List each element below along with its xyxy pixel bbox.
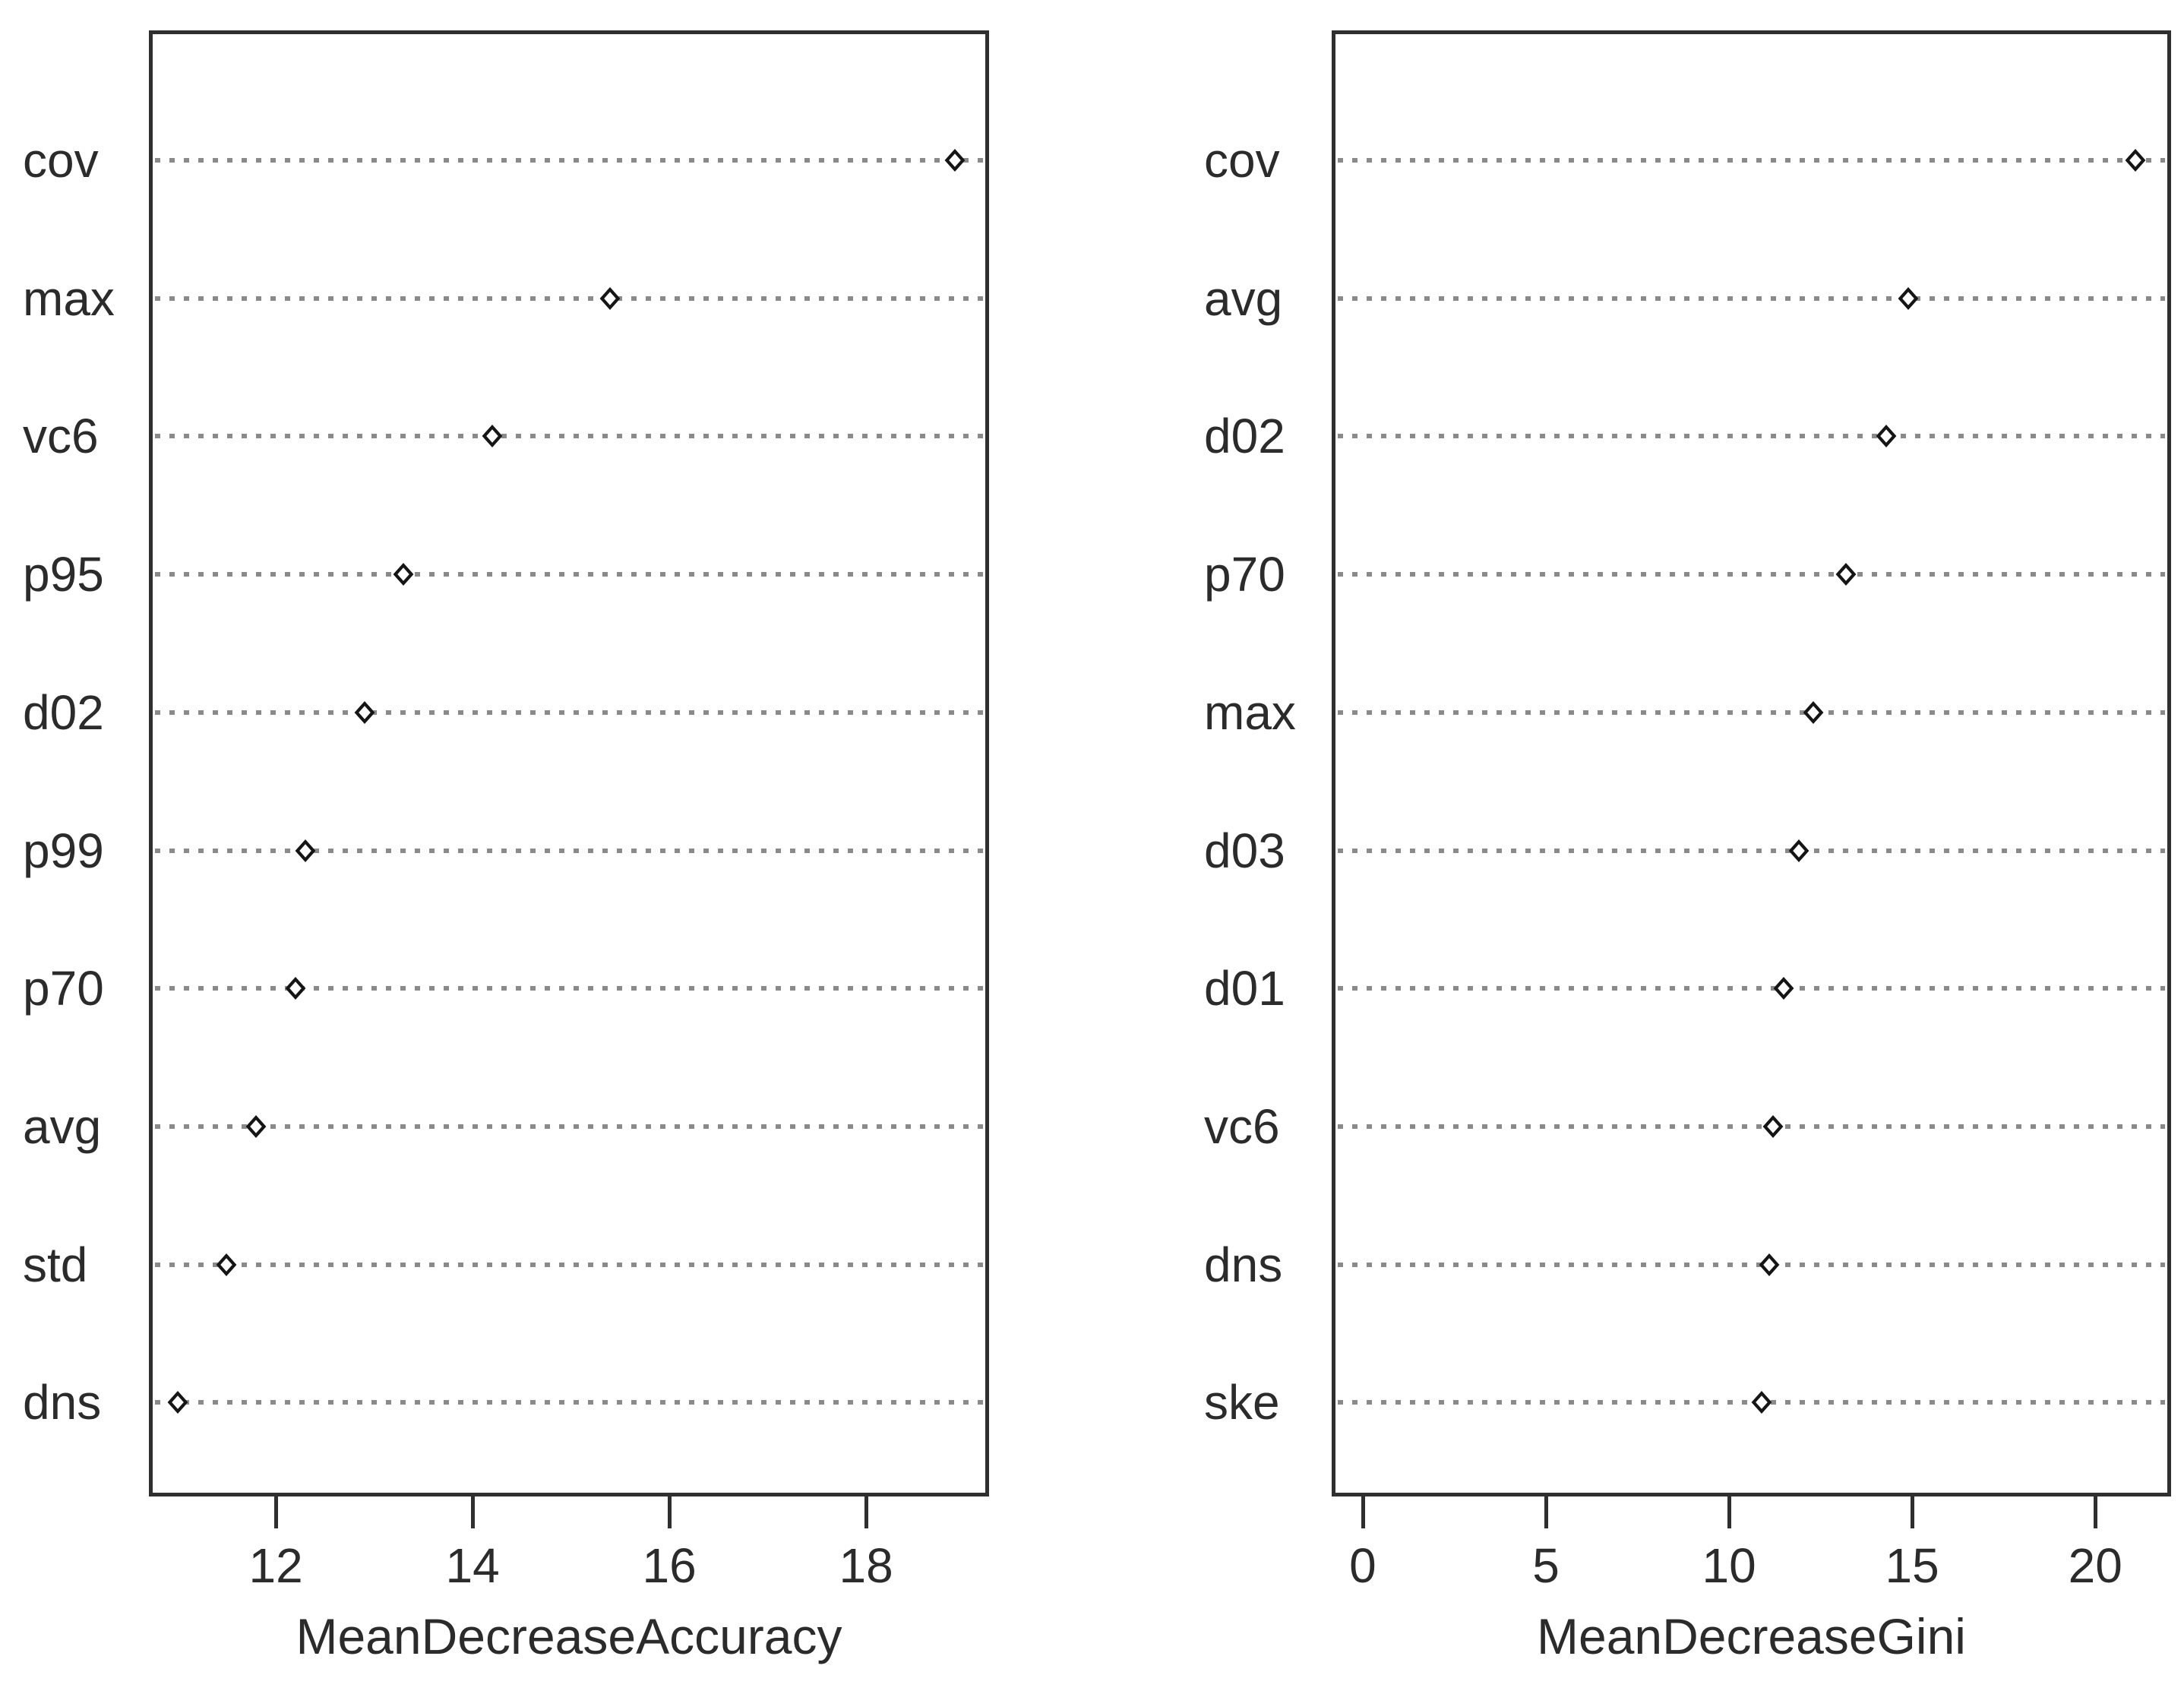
y-axis-label: p70 [23,961,104,1016]
x-axis-title-gini: MeanDecreaseGini [1537,1608,1966,1664]
x-axis-tick-label: 5 [1532,1538,1560,1593]
y-axis-label: vc6 [23,409,99,464]
x-axis-title-accuracy: MeanDecreaseAccuracy [296,1608,842,1664]
x-axis-tick [1911,1496,1915,1528]
x-axis-tick-label: 12 [248,1538,303,1593]
dotted-gridline [1338,848,2165,853]
y-axis-label: ske [1204,1375,1280,1430]
y-axis-label: avg [1204,270,1283,326]
y-axis-label: d02 [1204,409,1285,464]
y-axis-label: std [23,1237,88,1292]
y-axis-label: dns [23,1375,102,1430]
x-axis-tick [668,1496,672,1528]
dotted-gridline [155,986,983,991]
dotted-gridline [155,1262,983,1267]
y-axis-label: max [23,270,115,326]
dotted-gridline [1338,296,2165,301]
x-axis-tick-label: 14 [445,1538,500,1593]
x-axis-tick [864,1496,869,1528]
x-axis-tick-label: 16 [642,1538,697,1593]
plot-area-accuracy [149,30,989,1496]
y-axis-label: d01 [1204,961,1285,1016]
x-axis-tick [471,1496,476,1528]
dotted-gridline [155,1124,983,1130]
dotted-gridline [155,710,983,715]
x-axis-tick-label: 0 [1349,1538,1376,1593]
x-axis-tick [1544,1496,1549,1528]
dotted-gridline [155,848,983,853]
y-axis-label: cov [23,132,99,188]
y-axis-label: max [1204,684,1296,740]
dotted-gridline [155,572,983,577]
y-axis-label: d03 [1204,823,1285,878]
dotted-gridline [1338,1124,2165,1130]
dotted-gridline [155,434,983,439]
y-axis-label: cov [1204,132,1280,188]
dotted-gridline [155,157,983,163]
dotted-gridline [155,1400,983,1405]
dotted-gridline [1338,434,2165,439]
y-axis-label: p99 [23,823,104,878]
y-axis-label: vc6 [1204,1099,1280,1155]
y-axis-label: p95 [23,547,104,602]
dotted-gridline [1338,157,2165,163]
y-axis-label: avg [23,1099,102,1155]
dotted-gridline [1338,710,2165,715]
y-axis-label: d02 [23,684,104,740]
x-axis-tick [2094,1496,2098,1528]
x-axis-tick-label: 18 [839,1538,893,1593]
x-axis-tick [274,1496,279,1528]
dotted-gridline [155,296,983,301]
x-axis-tick-label: 10 [1702,1538,1756,1593]
y-axis-label: dns [1204,1237,1283,1292]
dotted-gridline [1338,986,2165,991]
y-axis-label: p70 [1204,547,1285,602]
x-axis-tick-label: 20 [2068,1538,2122,1593]
dotted-gridline [1338,1262,2165,1267]
dotted-gridline [1338,572,2165,577]
x-axis-tick-label: 15 [1885,1538,1939,1593]
plot-area-gini [1332,30,2171,1496]
x-axis-tick [1361,1496,1365,1528]
dotted-gridline [1338,1400,2165,1405]
x-axis-tick [1727,1496,1732,1528]
